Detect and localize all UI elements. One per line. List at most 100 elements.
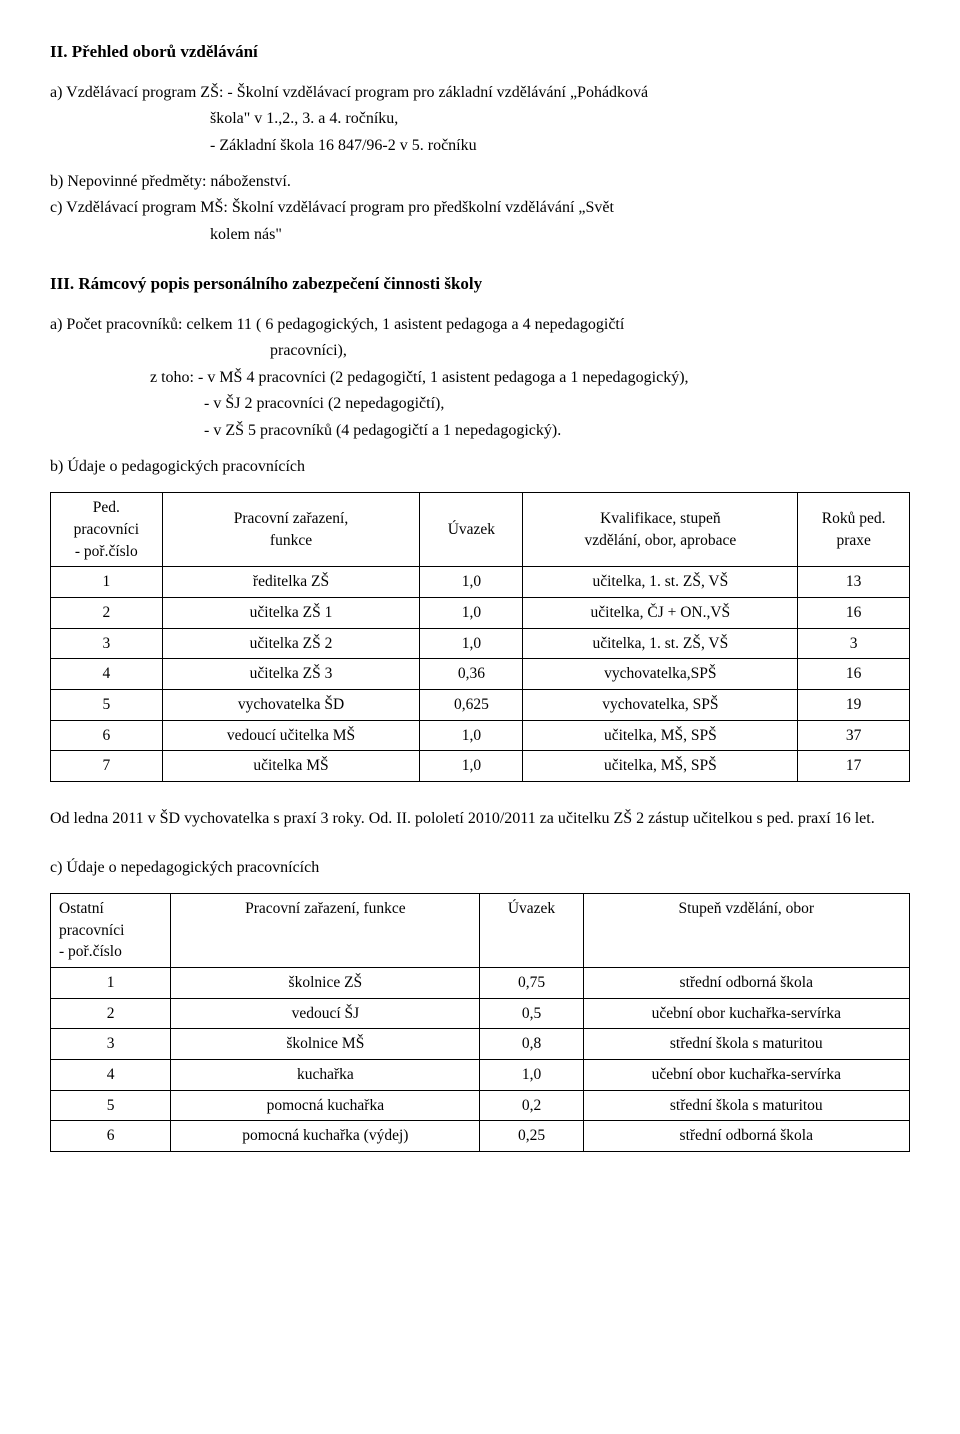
cell-num: 6 — [51, 720, 163, 751]
cell-qual: vychovatelka,SPŠ — [523, 659, 798, 690]
cell-uvazek: 1,0 — [420, 567, 523, 598]
s3-a-line: a) Počet pracovníků: celkem 11 ( 6 pedag… — [50, 314, 910, 336]
s2-a-indent1: škola" v 1.,2., 3. a 4. ročníku, — [50, 108, 910, 130]
cell-qual: učitelka, 1. st. ZŠ, VŠ — [523, 628, 798, 659]
table-row: 4kuchařka1,0učební obor kuchařka-servírk… — [51, 1060, 910, 1091]
table-header-row: Ostatní pracovníci - poř.číslo Pracovní … — [51, 893, 910, 967]
cell-praxe: 37 — [798, 720, 910, 751]
cell-uvazek: 1,0 — [420, 628, 523, 659]
cell-num: 5 — [51, 690, 163, 721]
cell-num: 3 — [51, 628, 163, 659]
cell-func: učitelka ZŠ 3 — [162, 659, 420, 690]
cell-praxe: 17 — [798, 751, 910, 782]
th2-funkce: Pracovní zařazení, funkce — [171, 893, 480, 967]
s3-a-cont2: - v ŠJ 2 pracovníci (2 nepedagogičtí), — [50, 393, 910, 415]
table-row: 4učitelka ZŠ 30,36vychovatelka,SPŠ16 — [51, 659, 910, 690]
pedagogical-staff-table: Ped. pracovníci - poř.číslo Pracovní zař… — [50, 492, 910, 782]
cell-num: 4 — [51, 659, 163, 690]
table-row: 1školnice ZŠ0,75střední odborná škola — [51, 968, 910, 999]
cell-stup: učební obor kuchařka-servírka — [583, 1060, 909, 1091]
table-row: 2učitelka ZŠ 11,0učitelka, ČJ + ON.,VŠ16 — [51, 598, 910, 629]
s3-a-cont1-wrap: z toho: - v MŠ 4 pracovníci (2 pedagogič… — [50, 367, 910, 389]
th2-uvazek: Úvazek — [480, 893, 583, 967]
th-poradi-l2: - poř.číslo — [59, 541, 154, 563]
cell-stup: střední škola s maturitou — [583, 1090, 909, 1121]
th-praxe-l1: Roků ped. — [806, 508, 901, 530]
th2-stupen: Stupeň vzdělání, obor — [583, 893, 909, 967]
table-row: 3školnice MŠ0,8střední škola s maturitou — [51, 1029, 910, 1060]
th-poradi-l1: Ped. pracovníci — [59, 497, 154, 540]
th-poradi: Ped. pracovníci - poř.číslo — [51, 493, 163, 567]
th2-poradi-l1: Ostatní — [59, 898, 162, 920]
table-row: 7učitelka MŠ1,0učitelka, MŠ, SPŠ17 — [51, 751, 910, 782]
s2-b-line: b) Nepovinné předměty: náboženství. — [50, 171, 910, 193]
th-funkce-l1: Pracovní zařazení, — [171, 508, 412, 530]
cell-num: 6 — [51, 1121, 171, 1152]
cell-func: vychovatelka ŠD — [162, 690, 420, 721]
cell-func: školnice MŠ — [171, 1029, 480, 1060]
table-row: 5pomocná kuchařka0,2střední škola s matu… — [51, 1090, 910, 1121]
cell-praxe: 3 — [798, 628, 910, 659]
section2-heading: II. Přehled oborů vzdělávání — [50, 40, 910, 64]
s3-a-indent1: pracovníci), — [50, 340, 910, 362]
cell-num: 1 — [51, 968, 171, 999]
cell-uvazek: 0,36 — [420, 659, 523, 690]
th2-poradi-l2: pracovníci — [59, 920, 162, 942]
cell-func: školnice ZŠ — [171, 968, 480, 999]
cell-uvazek: 1,0 — [420, 598, 523, 629]
cell-func: učitelka MŠ — [162, 751, 420, 782]
section3-heading: III. Rámcový popis personálního zabezpeč… — [50, 272, 910, 296]
after-table1-text: Od ledna 2011 v ŠD vychovatelka s praxí … — [50, 808, 910, 830]
table-row: 3učitelka ZŠ 21,0učitelka, 1. st. ZŠ, VŠ… — [51, 628, 910, 659]
s2-a-indent2: - Základní škola 16 847/96-2 v 5. ročník… — [50, 135, 910, 157]
s3-a-cont-prefix: z toho: — [150, 369, 198, 386]
cell-uvazek: 0,5 — [480, 998, 583, 1029]
table-header-row: Ped. pracovníci - poř.číslo Pracovní zař… — [51, 493, 910, 567]
cell-stup: střední škola s maturitou — [583, 1029, 909, 1060]
cell-stup: střední odborná škola — [583, 968, 909, 999]
s3-a-cont3: - v ZŠ 5 pracovníků (4 pedagogičtí a 1 n… — [50, 420, 910, 442]
th2-poradi: Ostatní pracovníci - poř.číslo — [51, 893, 171, 967]
th-funkce: Pracovní zařazení, funkce — [162, 493, 420, 567]
s3-a-cont1: - v MŠ 4 pracovníci (2 pedagogičtí, 1 as… — [198, 369, 689, 386]
cell-praxe: 19 — [798, 690, 910, 721]
cell-uvazek: 0,2 — [480, 1090, 583, 1121]
cell-func: kuchařka — [171, 1060, 480, 1091]
s3-b-line: b) Údaje o pedagogických pracovnících — [50, 456, 910, 478]
table-row: 1ředitelka ZŠ1,0učitelka, 1. st. ZŠ, VŠ1… — [51, 567, 910, 598]
s2-a-line: a) Vzdělávací program ZŠ: - Školní vzděl… — [50, 82, 910, 104]
cell-uvazek: 0,625 — [420, 690, 523, 721]
cell-qual: učitelka, 1. st. ZŠ, VŠ — [523, 567, 798, 598]
table-row: 6pomocná kuchařka (výdej)0,25střední odb… — [51, 1121, 910, 1152]
s2-c-line: c) Vzdělávací program MŠ: Školní vzděláv… — [50, 197, 910, 219]
th-kvalif: Kvalifikace, stupeň vzdělání, obor, apro… — [523, 493, 798, 567]
th-funkce-l2: funkce — [171, 530, 412, 552]
cell-num: 5 — [51, 1090, 171, 1121]
table-row: 6vedoucí učitelka MŠ1,0učitelka, MŠ, SPŠ… — [51, 720, 910, 751]
th-praxe-l2: praxe — [806, 530, 901, 552]
cell-qual: učitelka, MŠ, SPŠ — [523, 751, 798, 782]
cell-func: pomocná kuchařka — [171, 1090, 480, 1121]
cell-func: ředitelka ZŠ — [162, 567, 420, 598]
cell-func: učitelka ZŠ 1 — [162, 598, 420, 629]
cell-uvazek: 1,0 — [480, 1060, 583, 1091]
cell-num: 4 — [51, 1060, 171, 1091]
cell-stup: střední odborná škola — [583, 1121, 909, 1152]
cell-stup: učební obor kuchařka-servírka — [583, 998, 909, 1029]
cell-uvazek: 0,25 — [480, 1121, 583, 1152]
cell-praxe: 16 — [798, 659, 910, 690]
cell-qual: učitelka, ČJ + ON.,VŠ — [523, 598, 798, 629]
th2-poradi-l3: - poř.číslo — [59, 941, 162, 963]
cell-num: 7 — [51, 751, 163, 782]
s2-c-indent1: kolem nás" — [50, 224, 910, 246]
cell-uvazek: 1,0 — [420, 720, 523, 751]
cell-praxe: 13 — [798, 567, 910, 598]
cell-uvazek: 0,8 — [480, 1029, 583, 1060]
cell-func: pomocná kuchařka (výdej) — [171, 1121, 480, 1152]
cell-qual: vychovatelka, SPŠ — [523, 690, 798, 721]
nonpedagogical-staff-table: Ostatní pracovníci - poř.číslo Pracovní … — [50, 893, 910, 1152]
th-kvalif-l2: vzdělání, obor, aprobace — [531, 530, 789, 552]
cell-num: 2 — [51, 598, 163, 629]
s3-c-line: c) Údaje o nepedagogických pracovnících — [50, 857, 910, 879]
cell-uvazek: 0,75 — [480, 968, 583, 999]
